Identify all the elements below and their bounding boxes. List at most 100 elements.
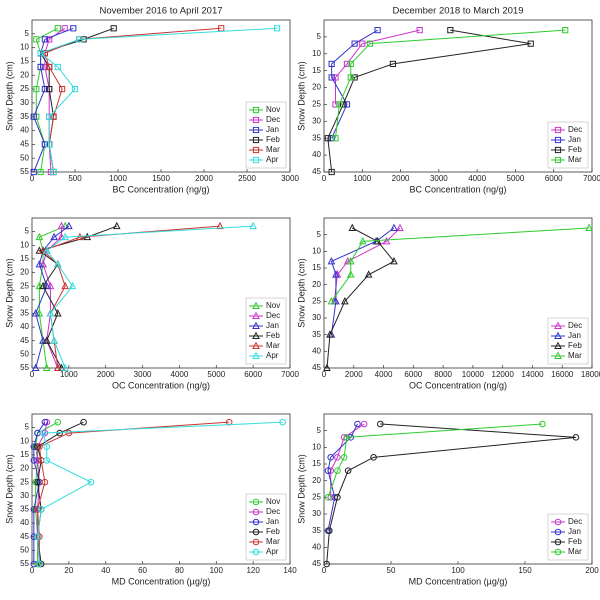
marker [572,434,580,441]
legend-label: Apr [266,547,279,556]
legend-label: Jan [266,321,279,330]
marker [53,259,62,268]
series-line [326,227,395,369]
x-tick-label: 6000 [244,370,262,379]
x-tick-label: 4000 [468,174,486,183]
legend-box [245,101,287,169]
legend-label: Feb [568,537,582,546]
marker [347,60,354,68]
y-tick-label: 45 [312,363,321,372]
marker [54,63,61,71]
marker [61,232,69,241]
marker [54,25,61,32]
marker [39,246,47,254]
y-tick-label: 10 [20,240,29,249]
x-tick-label: 3000 [430,174,448,183]
marker [389,60,397,68]
marker [341,296,349,305]
legend-marker [554,136,562,144]
y-tick-label: 30 [312,116,321,125]
marker [346,270,355,278]
marker [585,223,593,231]
marker [360,420,368,428]
y-tick-label: 20 [312,280,321,289]
marker [359,40,366,47]
legend-marker [252,538,260,546]
marker [39,336,47,344]
x-tick-label: 0 [322,370,327,379]
legend-marker [554,331,562,339]
legend-label: Mar [568,547,582,556]
legend-marker [252,116,260,124]
marker [539,420,546,428]
y-tick-label: 55 [20,363,29,372]
x-axis-label: MD Concentration (µg/g) [409,576,508,586]
legend-label: Jan [568,331,581,340]
x-axis-label: MD Concentration (µg/g) [112,576,211,586]
x-tick-label: 60 [138,566,147,575]
marker [65,221,73,230]
legend-marker [252,518,260,526]
marker [340,101,347,108]
y-tick-label: 25 [20,84,29,93]
marker [53,309,62,317]
x-tick-label: 3000 [281,174,299,183]
marker [30,457,38,464]
y-tick-label: 10 [312,49,321,58]
y-tick-label: 20 [312,83,321,92]
marker [35,232,44,241]
marker [32,478,39,486]
legend-label: Mar [266,341,280,350]
marker [41,418,49,426]
x-tick-label: 1000 [353,174,371,183]
marker [332,270,340,278]
marker [31,363,40,371]
y-tick-label: 30 [312,509,321,518]
marker [328,168,335,176]
legend-marker [554,341,562,349]
x-axis-label: OC Concentration (ng/g) [112,380,210,390]
y-tick-label: 45 [20,336,29,345]
x-tick-label: 7000 [583,174,600,183]
marker [327,494,335,501]
marker [37,50,44,57]
marker [274,25,281,32]
legend-label: Dec [266,507,280,516]
legend-label: Dec [266,115,280,124]
y-tick-label: 5 [317,32,322,41]
x-tick-label: 1000 [60,370,78,379]
legend-label: Dec [266,311,280,320]
y-tick-label: 10 [312,246,321,255]
x-axis-label: BC Concentration (ng/g) [409,184,506,194]
marker [324,494,332,501]
marker [30,113,37,120]
legend-label: Nov [266,105,280,114]
y-tick-label: 10 [20,436,29,445]
y-tick-label: 35 [20,505,29,514]
marker [30,506,38,513]
marker [334,454,341,461]
y-tick-label: 45 [20,532,29,541]
y-tick-label: 40 [20,518,29,527]
y-axis-label: Snow Depth (cm) [4,454,14,524]
marker [216,221,224,230]
y-tick-label: 10 [312,442,321,451]
legend-marker [252,528,260,536]
x-tick-label: 20 [64,566,73,575]
legend-marker [554,146,562,154]
marker [46,63,53,71]
marker [41,36,48,43]
y-tick-label: 15 [312,459,321,468]
series-line [331,29,378,139]
marker [41,141,48,148]
y-tick-label: 35 [312,526,321,535]
y-tick-label: 30 [20,491,29,500]
marker [30,168,37,176]
legend-marker [252,508,260,516]
marker [351,40,358,47]
y-tick-label: 15 [20,450,29,459]
marker [46,113,53,120]
y-axis-label: Snow Depth (cm) [4,258,14,328]
marker [366,40,374,47]
